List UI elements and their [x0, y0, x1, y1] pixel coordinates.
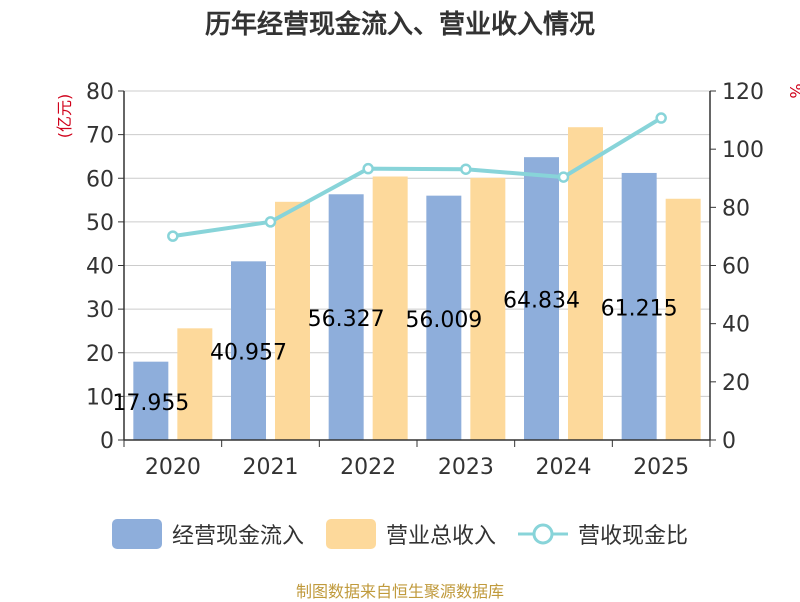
data-label-cash-inflow: 40.957	[210, 341, 287, 366]
y-right-axis-label: %	[786, 83, 800, 98]
legend-swatch-cash-inflow	[111, 519, 162, 549]
y-right-tick-label: 120	[722, 80, 764, 105]
line-ratio	[172, 116, 663, 239]
y-left-tick-label: 0	[100, 429, 114, 454]
x-tick-label: 2021	[243, 455, 299, 480]
legend-swatch-ratio-icon	[518, 523, 568, 545]
bar-revenue	[665, 198, 701, 440]
legend-item-revenue[interactable]: 营业总收入	[325, 518, 496, 550]
bar-revenue	[470, 177, 506, 440]
bar-cash-inflow	[328, 194, 364, 440]
data-label-cash-inflow: 56.327	[308, 307, 385, 332]
line-point-ratio	[167, 230, 179, 242]
y-right-tick-label: 40	[722, 313, 750, 338]
line-point-ratio	[557, 171, 570, 183]
bar-cash-inflow	[524, 157, 559, 440]
y-left-tick-label: 10	[86, 385, 114, 410]
y-left-tick-label: 40	[86, 255, 114, 280]
y-right-tick-label: 100	[722, 138, 764, 163]
data-label-cash-inflow: 61.215	[601, 296, 678, 321]
legend-label-ratio: 营收现金比	[578, 524, 689, 549]
x-tick-label: 2025	[633, 455, 689, 480]
y-right-tick-label: 80	[722, 196, 750, 221]
legend-swatch-revenue	[325, 519, 376, 549]
line-point-ratio	[460, 163, 472, 175]
bar-revenue	[177, 328, 213, 440]
y-left-axis-label: (亿元)	[55, 94, 74, 139]
y-left-tick-label: 70	[86, 124, 114, 149]
legend-label-revenue: 营业总收入	[385, 524, 496, 549]
line-point-ratio	[264, 216, 277, 228]
bar-cash-inflow	[621, 172, 657, 440]
x-tick-label: 2023	[438, 455, 494, 480]
bar-cash-inflow	[231, 261, 266, 440]
y-right-tick-label: 0	[722, 429, 736, 454]
legend-item-ratio[interactable]: 营收现金比	[518, 518, 688, 550]
x-tick-label: 2024	[536, 455, 592, 480]
data-label-cash-inflow: 56.009	[405, 308, 482, 333]
x-tick-label: 2022	[340, 455, 396, 480]
data-label-cash-inflow: 17.955	[112, 391, 189, 416]
x-tick-label: 2020	[145, 455, 201, 480]
y-right-tick-label: 20	[722, 371, 750, 396]
bar-revenue	[275, 201, 310, 440]
bar-revenue	[372, 176, 408, 440]
data-label-cash-inflow: 64.834	[503, 289, 580, 314]
legend-label-cash-inflow: 经营现金流入	[171, 524, 304, 549]
bar-cash-inflow	[133, 361, 169, 440]
y-right-tick-label: 60	[722, 255, 750, 280]
bar-revenue	[568, 127, 603, 441]
y-left-tick-label: 50	[86, 211, 114, 236]
chart-legend: 经营现金流入 营业总收入 营收现金比	[0, 516, 800, 552]
legend-item-cash-inflow[interactable]: 经营现金流入	[111, 518, 304, 550]
y-left-tick-label: 80	[86, 80, 114, 105]
chart-title: 历年经营现金流入、营业收入情况	[204, 10, 595, 40]
bar-cash-inflow	[426, 195, 462, 440]
line-point-ratio	[362, 162, 374, 175]
y-left-tick-label: 60	[86, 167, 114, 192]
line-point-ratio	[655, 112, 667, 124]
y-left-tick-label: 20	[86, 342, 114, 367]
y-left-tick-label: 30	[86, 298, 114, 323]
data-source-note: 制图数据来自恒生聚源数据库	[295, 582, 504, 601]
